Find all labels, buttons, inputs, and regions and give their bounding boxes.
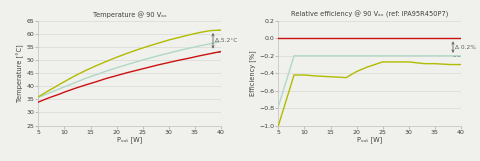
X-axis label: Pₒᵤₜ [W]: Pₒᵤₜ [W]: [357, 136, 382, 143]
Text: Δ 5.2°C: Δ 5.2°C: [215, 38, 238, 43]
Y-axis label: Efficiency [%]: Efficiency [%]: [250, 50, 256, 96]
Title: Relative efficiency @ 90 Vₐₓ (ref: IPA95R450P7): Relative efficiency @ 90 Vₐₓ (ref: IPA95…: [291, 11, 448, 18]
Title: Temperature @ 90 Vₐₓ: Temperature @ 90 Vₐₓ: [93, 11, 167, 18]
X-axis label: Pₒᵤₜ [W]: Pₒᵤₜ [W]: [117, 136, 142, 143]
Y-axis label: Temperature [°C]: Temperature [°C]: [16, 44, 24, 102]
Text: Δ 0.2%: Δ 0.2%: [455, 45, 476, 50]
